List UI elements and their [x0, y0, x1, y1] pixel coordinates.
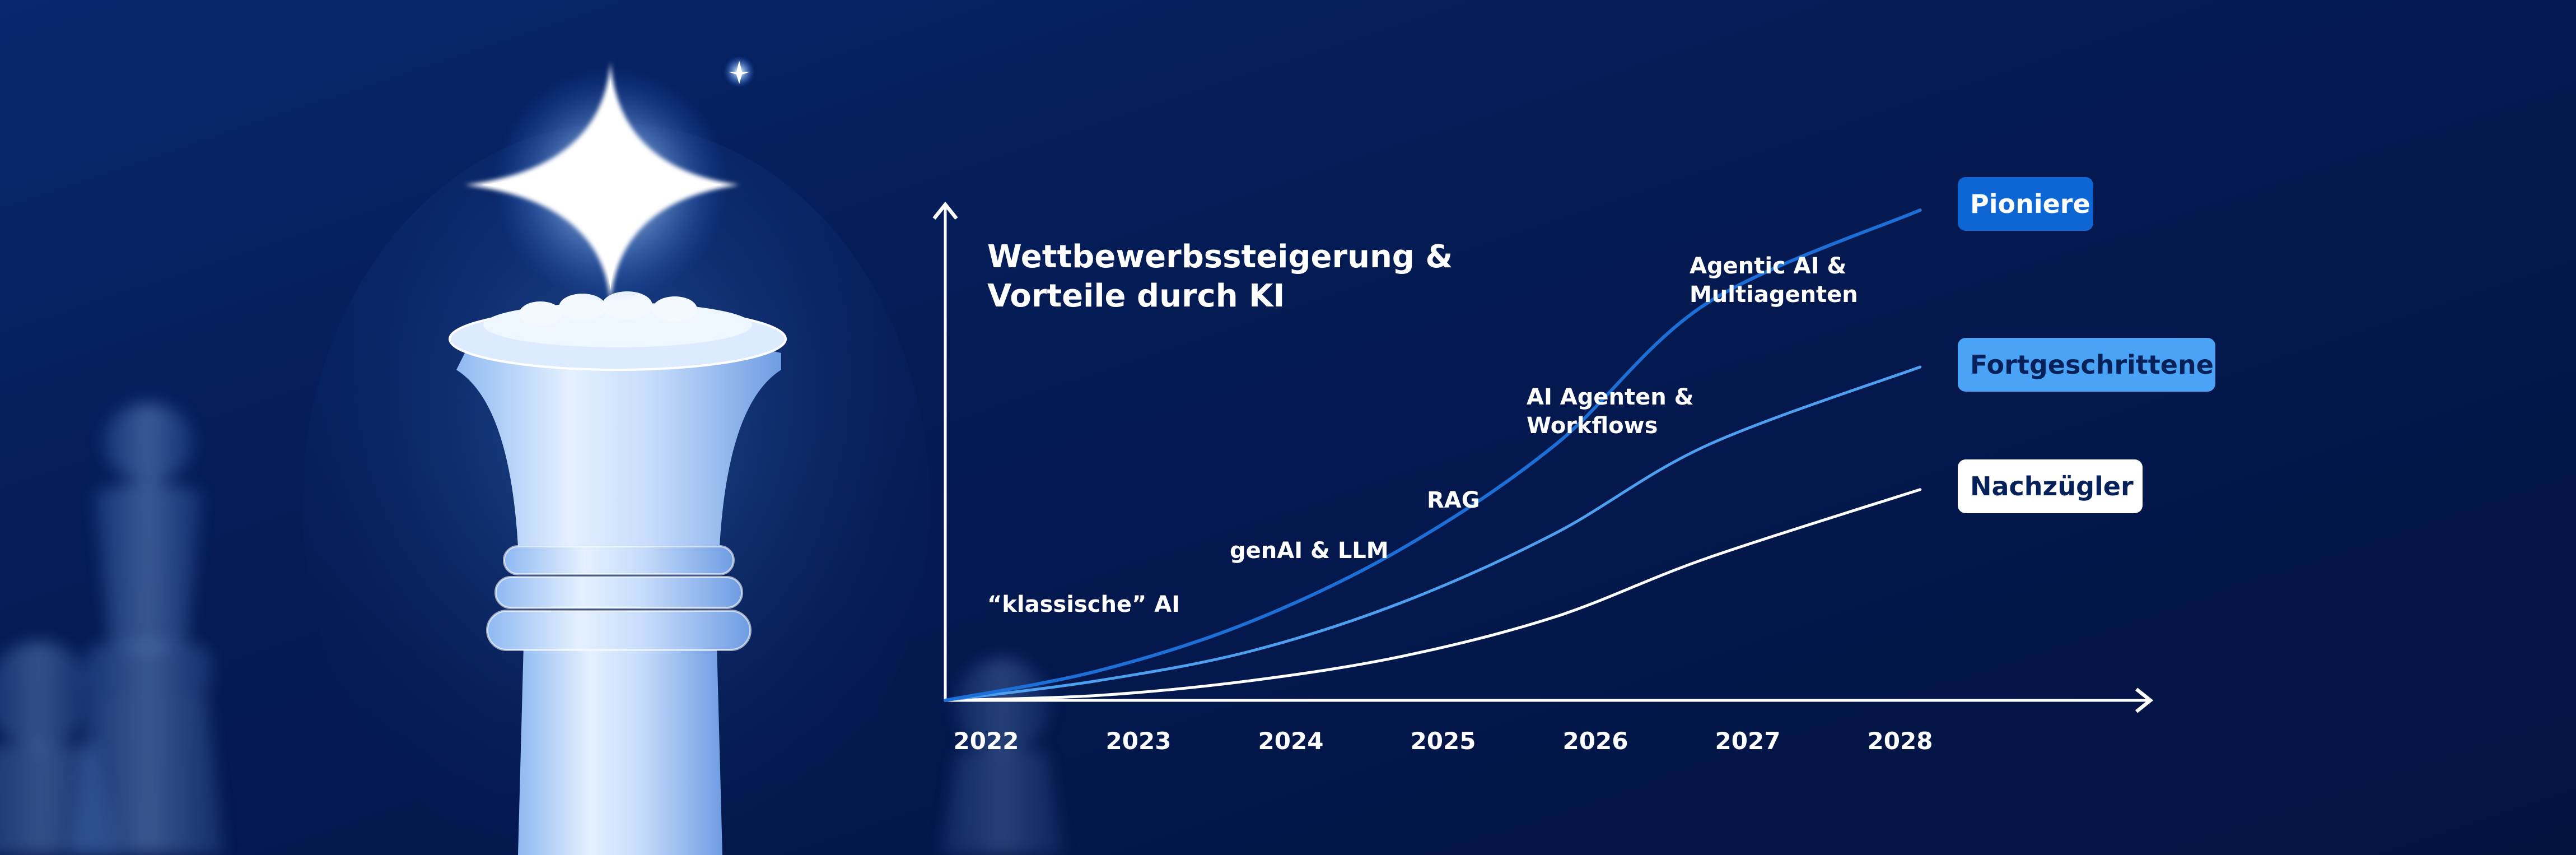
- milestone-annotation: Agentic AI & Multiagenten: [1690, 253, 1858, 308]
- series-labels: Pioniere Fortgeschrittene Nachzügler: [1958, 177, 2215, 513]
- chart-title-line-2: Vorteile durch KI: [987, 278, 1285, 314]
- series-label-1: Pioniere: [1958, 177, 2093, 231]
- x-tick-label: 2024: [1258, 727, 1324, 755]
- series-line-3: [944, 488, 1922, 702]
- chess-queen-icon: [302, 56, 930, 855]
- milestone-annotation-line: Agentic AI &: [1690, 253, 1846, 279]
- x-tick-label: 2025: [1411, 727, 1476, 755]
- decor-chess-pieces: [0, 56, 1064, 855]
- x-tick-label: 2027: [1715, 727, 1781, 755]
- series-label-text: Pioniere: [1970, 189, 2090, 219]
- series-lines: [944, 208, 1922, 702]
- series-label-text: Nachzügler: [1970, 471, 2134, 501]
- x-tick-label: 2022: [954, 727, 1019, 755]
- series-label-badge: [1958, 338, 2215, 392]
- milestone-annotation-line: RAG: [1427, 487, 1480, 513]
- milestone-annotation-line: Multiagenten: [1690, 282, 1858, 308]
- milestone-annotation-line: AI Agenten &: [1527, 384, 1694, 410]
- milestone-annotation-line: “klassische” AI: [987, 592, 1180, 617]
- chart-title-line-1: Wettbewerbssteigerung &: [987, 239, 1453, 275]
- ghost-queen-icon: [73, 403, 224, 855]
- series-line-1: [944, 208, 1922, 702]
- x-tick-label: 2028: [1868, 727, 1933, 755]
- milestone-annotations: “klassische” AI genAI & LLM RAG AI Agenten …: [987, 253, 1858, 617]
- series-label-badge: [1958, 459, 2143, 513]
- milestone-annotation-line: genAI & LLM: [1230, 538, 1389, 564]
- ghost-pawn-center-icon: [941, 658, 1064, 855]
- series-label-text: Fortgeschrittene: [1970, 350, 2214, 380]
- series-label-3: Nachzügler: [1958, 459, 2143, 513]
- chart-title: Wettbewerbssteigerung & Vorteile durch K…: [987, 239, 1464, 314]
- series-label-badge: [1958, 177, 2093, 231]
- series-line-2: [944, 365, 1922, 702]
- milestone-annotation: AI Agenten & Workflows: [1527, 384, 1694, 439]
- ghost-pawn-icon: [0, 642, 118, 855]
- x-axis-ticks: 2022 2023 2024 2025 2026 2027 2028: [954, 727, 1933, 755]
- x-tick-label: 2026: [1563, 727, 1628, 755]
- milestone-annotation: genAI & LLM: [1230, 538, 1389, 564]
- milestone-annotation: RAG: [1427, 487, 1480, 513]
- x-tick-label: 2023: [1106, 727, 1172, 755]
- milestone-annotation-line: Workflows: [1527, 413, 1658, 439]
- milestone-annotation: “klassische” AI: [987, 592, 1180, 617]
- chart: Wettbewerbssteigerung & Vorteile durch K…: [932, 177, 2215, 755]
- series-label-2: Fortgeschrittene: [1958, 338, 2215, 392]
